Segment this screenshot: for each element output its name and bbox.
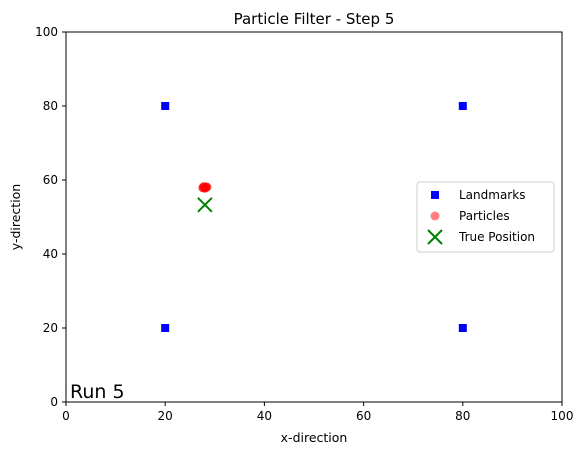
landmark-point — [161, 324, 170, 332]
y-tick-label: 100 — [35, 25, 58, 39]
y-tick-label: 80 — [43, 99, 58, 113]
series-landmarks — [161, 102, 467, 332]
x-tick-label: 0 — [62, 409, 70, 423]
series-particles — [198, 182, 212, 193]
data-marks — [161, 102, 467, 332]
x-tick-label: 100 — [551, 409, 574, 423]
y-axis-label: y-direction — [8, 184, 23, 250]
chart-title: Particle Filter - Step 5 — [234, 10, 395, 28]
legend: Landmarks Particles True Position — [416, 181, 555, 253]
y-tick-label: 40 — [43, 247, 58, 261]
x-tick-label: 60 — [356, 409, 371, 423]
series-true-position — [197, 197, 213, 213]
x-tick-label: 20 — [158, 409, 173, 423]
x-tick-label: 80 — [455, 409, 470, 423]
landmark-point — [458, 102, 467, 110]
y-tick-label: 0 — [50, 395, 58, 409]
y-tick-label: 60 — [43, 173, 58, 187]
x-axis-label: x-direction — [281, 430, 348, 445]
x-tick-label: 40 — [257, 409, 272, 423]
legend-label: True Position — [458, 230, 535, 244]
legend-box — [416, 181, 555, 253]
true-position-point — [197, 197, 213, 213]
legend-label: Particles — [459, 209, 510, 223]
legend-label: Landmarks — [459, 188, 525, 202]
legend-marker — [431, 191, 439, 199]
legend-marker — [427, 229, 443, 245]
run-annotation: Run 5 — [70, 381, 125, 403]
legend-marker — [430, 211, 440, 221]
y-tick-label: 20 — [43, 321, 58, 335]
landmark-point — [161, 102, 170, 110]
particle-point — [202, 182, 212, 192]
axis-ticks: 0 20 40 60 80 100 0 20 40 60 80 100 — [35, 25, 573, 423]
landmark-point — [458, 324, 467, 332]
